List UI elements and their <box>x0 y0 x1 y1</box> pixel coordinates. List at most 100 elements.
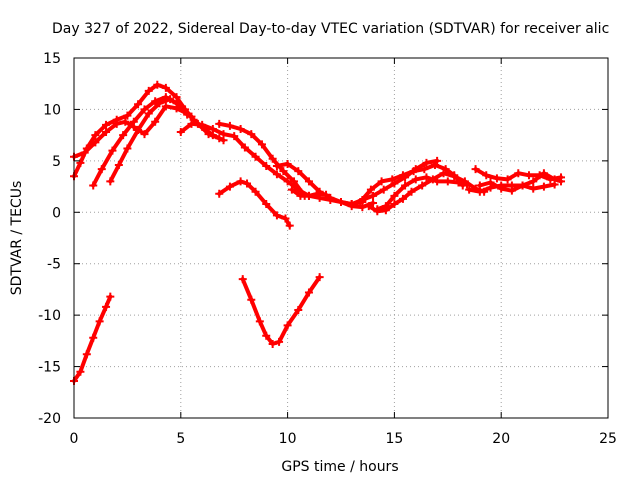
data-point <box>326 193 335 202</box>
data-point <box>262 200 271 209</box>
data-point <box>106 292 115 301</box>
x-tick-label: 10 <box>279 431 297 447</box>
series-arc-16 <box>465 169 566 196</box>
y-tick-label: -20 <box>38 411 61 427</box>
data-point <box>176 102 185 111</box>
x-tick-label: 20 <box>492 431 510 447</box>
series-arc-9 <box>215 177 294 230</box>
data-point <box>482 171 491 180</box>
data-point <box>225 182 234 191</box>
y-tick-label: 0 <box>52 205 61 221</box>
data-point <box>290 177 299 186</box>
data-point <box>294 167 303 176</box>
data-point <box>198 120 207 129</box>
data-point <box>140 105 149 114</box>
chart-title: Day 327 of 2022, Sidereal Day-to-day VTE… <box>52 21 609 37</box>
data-point <box>80 148 89 157</box>
x-tick-label: 15 <box>385 431 403 447</box>
data-point <box>313 189 322 198</box>
data-point <box>187 112 196 121</box>
data-point <box>247 130 256 139</box>
grid-lines <box>74 58 608 418</box>
data-point <box>347 200 356 209</box>
data-point <box>144 86 153 95</box>
data-point <box>151 117 160 126</box>
data-point <box>539 169 548 178</box>
data-point <box>514 169 523 178</box>
data-point <box>247 295 256 304</box>
data-point <box>407 187 416 196</box>
data-point <box>272 170 281 179</box>
data-point <box>486 178 495 187</box>
data-point <box>243 179 252 188</box>
series-arc-10 <box>287 185 331 200</box>
data-point <box>89 181 98 190</box>
data-point <box>475 181 484 190</box>
data-point <box>304 191 313 200</box>
data-point <box>215 134 224 143</box>
data-point <box>294 306 303 314</box>
data-point <box>428 175 437 184</box>
data-point <box>358 203 367 212</box>
data-point <box>503 175 512 184</box>
x-tick-label: 5 <box>176 431 185 447</box>
data-point <box>219 130 228 139</box>
data-point <box>322 190 331 199</box>
data-point <box>204 130 213 139</box>
data-point <box>471 165 480 174</box>
data-point <box>123 111 132 120</box>
y-tick-label: 15 <box>43 51 61 67</box>
data-point <box>422 173 431 182</box>
data-point <box>283 321 292 330</box>
data-point <box>106 177 115 186</box>
data-point <box>315 273 324 282</box>
data-point <box>91 131 100 140</box>
data-point <box>398 171 407 180</box>
data-point <box>215 189 224 198</box>
data-point <box>76 158 85 167</box>
series-arc-7 <box>215 119 309 200</box>
data-point <box>82 350 91 359</box>
series-trace <box>467 171 563 194</box>
data-point <box>144 109 153 118</box>
y-tick-label: 5 <box>52 154 61 170</box>
data-point <box>377 177 386 186</box>
y-tick-label: -5 <box>47 257 61 273</box>
series-trace <box>375 175 469 212</box>
data-point <box>398 194 407 203</box>
data-point <box>433 156 442 165</box>
data-point <box>236 177 245 186</box>
data-point <box>166 95 175 104</box>
axis-ticks: 0 5 10 15 20 25 -20 -15 -10 -5 0 5 10 15 <box>38 51 617 447</box>
data-point <box>443 177 452 186</box>
data-point <box>390 200 399 209</box>
data-point <box>430 160 439 169</box>
data-point <box>518 181 527 190</box>
data-point <box>304 177 313 186</box>
data-point <box>123 144 132 153</box>
data-point <box>176 128 185 137</box>
data-point <box>529 177 538 186</box>
data-point <box>225 121 234 130</box>
data-point <box>524 171 533 180</box>
data-point <box>134 100 143 109</box>
series-trace <box>240 275 322 346</box>
data-point <box>550 180 559 189</box>
data-point <box>287 185 296 194</box>
x-tick-label: 0 <box>70 431 79 447</box>
data-point <box>91 138 100 147</box>
data-point <box>337 198 345 206</box>
data-point <box>422 158 431 167</box>
data-point <box>95 317 104 326</box>
data-point <box>304 288 313 297</box>
data-point <box>418 181 427 190</box>
data-point <box>381 206 390 215</box>
data-point <box>369 191 378 200</box>
data-point <box>153 80 162 89</box>
data-point <box>409 167 418 176</box>
series-arc-17 <box>475 178 559 195</box>
series-arc-14 <box>364 169 489 216</box>
data-point <box>97 165 106 174</box>
data-point <box>262 162 271 170</box>
